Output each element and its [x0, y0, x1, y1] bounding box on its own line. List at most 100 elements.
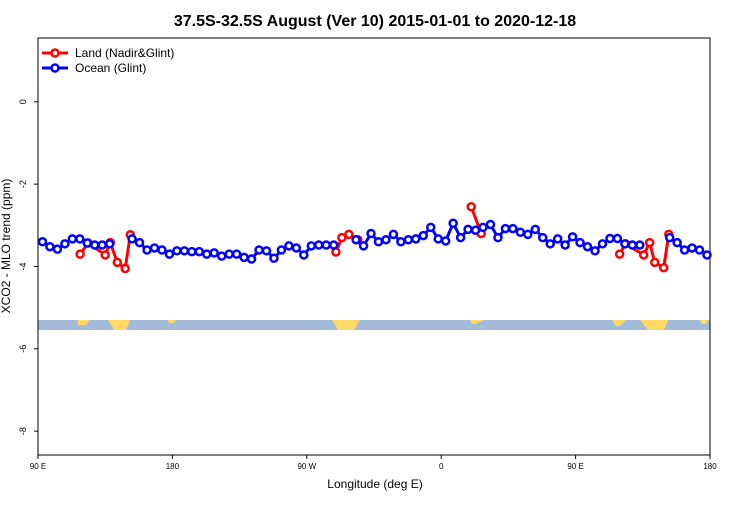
data-point [231, 249, 242, 259]
data-point [694, 245, 705, 255]
data-point [172, 246, 182, 256]
x-tick-label: 180 [166, 462, 180, 471]
data-point [60, 239, 70, 249]
data-point [164, 249, 175, 259]
data-point [627, 240, 638, 250]
data-point [455, 232, 466, 243]
data-point [344, 229, 354, 240]
data-point [658, 262, 669, 273]
data-point [523, 229, 533, 240]
data-point [337, 232, 347, 243]
data-point [187, 246, 197, 257]
data-point [545, 239, 555, 249]
x-tick-label: 180 [703, 462, 717, 471]
data-point [582, 241, 593, 252]
data-point [466, 202, 476, 212]
data-point [276, 245, 287, 255]
data-point [485, 219, 496, 230]
data-point [440, 236, 451, 246]
data-point [239, 252, 249, 263]
data-point [614, 249, 625, 259]
data-point [142, 245, 152, 255]
data-point [254, 245, 264, 255]
data-point [299, 250, 309, 260]
data-point [672, 237, 682, 248]
data-point [687, 243, 697, 253]
data-point [679, 245, 690, 255]
data-point [82, 238, 93, 248]
data-point [201, 249, 212, 259]
data-point [664, 232, 675, 243]
data-point [396, 237, 406, 247]
data-point [89, 240, 100, 250]
data-point [575, 237, 585, 248]
data-point [112, 257, 123, 268]
legend-label: Ocean (Glint) [75, 61, 146, 75]
data-point [313, 240, 324, 250]
y-tick-label: -8 [18, 427, 28, 435]
x-tick-label: 0 [439, 462, 444, 471]
data-point [351, 234, 361, 245]
data-point [463, 224, 473, 235]
data-point [493, 232, 503, 243]
data-point [597, 239, 608, 249]
x-tick-label: 90 W [297, 462, 316, 471]
data-point [373, 237, 384, 247]
x-tick-label: 90 E [30, 462, 46, 471]
data-point [67, 234, 78, 244]
data-point [515, 227, 526, 238]
data-point [388, 229, 399, 240]
data-point [45, 241, 55, 252]
data-point [448, 218, 458, 228]
data-point [366, 228, 376, 239]
data-point [638, 250, 649, 260]
data-point [321, 240, 331, 250]
data-point [52, 244, 63, 254]
data-point [157, 245, 167, 255]
data-point [433, 234, 443, 244]
data-point [358, 241, 369, 251]
data-point [269, 253, 279, 263]
y-axis-label: XCO2 - MLO trend (ppm) [0, 179, 13, 314]
data-point [97, 240, 107, 250]
data-point [500, 223, 511, 234]
data-point [418, 230, 429, 241]
data-point [37, 237, 48, 247]
data-point [224, 249, 234, 259]
map-strip [38, 320, 710, 330]
x-axis-label: Longitude (deg E) [327, 477, 422, 491]
data-point [590, 246, 600, 256]
data-point [478, 222, 488, 233]
data-point [508, 223, 518, 234]
y-tick-label: -4 [18, 262, 28, 270]
data-point [425, 222, 436, 233]
data-point [179, 246, 190, 256]
data-point [291, 243, 302, 253]
data-point [537, 232, 548, 243]
data-point [470, 225, 481, 235]
x-tick-label: 90 E [567, 462, 583, 471]
data-point [209, 248, 219, 258]
data-point [261, 246, 272, 256]
data-point [649, 257, 660, 268]
data-point [635, 240, 645, 250]
data-point [644, 237, 655, 248]
data-point [328, 240, 339, 250]
data-point [284, 241, 294, 251]
data-point [411, 234, 421, 244]
data-point [75, 249, 85, 259]
chart-title: 37.5S-32.5S August (Ver 10) 2015-01-01 t… [174, 13, 576, 30]
data-point [306, 241, 317, 251]
data-point [120, 263, 130, 274]
data-point [216, 251, 227, 261]
data-point [560, 240, 570, 250]
plot-frame [37, 37, 711, 456]
data-point [612, 233, 623, 244]
data-point [246, 254, 257, 264]
data-point [381, 234, 391, 245]
data-point [104, 239, 115, 249]
y-tick-label: 0 [18, 99, 28, 104]
data-point [149, 243, 160, 253]
data-point [620, 239, 630, 249]
